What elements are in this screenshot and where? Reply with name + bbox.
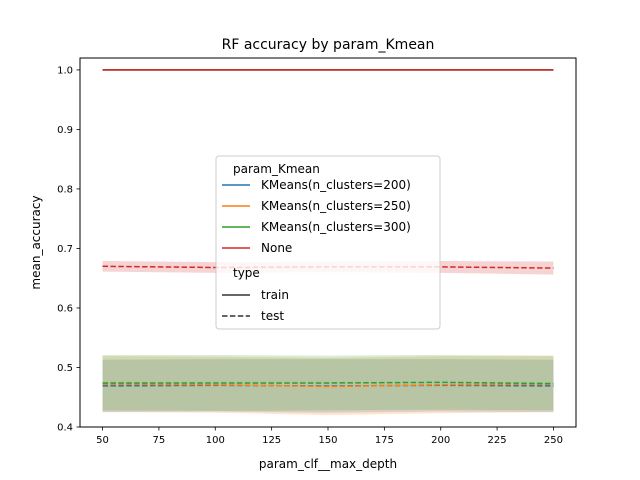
x-tick-label: 250 xyxy=(544,435,563,446)
x-tick-label: 200 xyxy=(431,435,450,446)
test-line-series-2 xyxy=(102,381,554,385)
legend-label-train: train xyxy=(261,288,289,302)
y-axis: 0.4 0.5 0.6 0.7 0.8 0.9 1.0 xyxy=(57,66,80,434)
legend-label-series-0: KMeans(n_clusters=200) xyxy=(261,178,411,192)
legend-frame xyxy=(215,155,441,330)
x-tick-label: 175 xyxy=(375,435,394,446)
chart-title: RF accuracy by param_Kmean xyxy=(222,37,435,53)
legend-items: KMeans(n_clusters=200) KMeans(n_clusters=… xyxy=(222,178,411,323)
x-tick-label: 75 xyxy=(153,435,166,446)
test-line-series-1 xyxy=(102,383,554,388)
x-tick-label: 150 xyxy=(318,435,337,446)
legend-style-title: type xyxy=(233,266,260,280)
legend-label-series-1: KMeans(n_clusters=250) xyxy=(261,199,411,213)
legend-label-test: test xyxy=(261,309,284,323)
legend: param_Kmean type KMeans(n_clusters=200)K… xyxy=(215,155,441,330)
x-tick-label: 100 xyxy=(206,435,225,446)
y-tick-label: 0.9 xyxy=(57,125,73,136)
x-tick-label: 125 xyxy=(262,435,281,446)
x-axis-label: param_clf__max_depth xyxy=(259,457,397,471)
y-axis-label: mean_accuracy xyxy=(29,195,43,289)
y-tick-label: 0.5 xyxy=(57,363,73,374)
y-tick-label: 1.0 xyxy=(57,66,73,77)
y-tick-label: 0.6 xyxy=(57,304,73,315)
legend-hue-title: param_Kmean xyxy=(233,162,320,176)
x-tick-label: 225 xyxy=(488,435,507,446)
y-tick-label: 0.8 xyxy=(57,185,73,196)
legend-label-series-2: KMeans(n_clusters=300) xyxy=(261,220,411,234)
y-tick-label: 0.7 xyxy=(57,244,73,255)
x-axis: 50 75 100 125 150 175 200 225 250 xyxy=(96,427,563,446)
legend-label-series-3: None xyxy=(261,241,292,255)
x-tick-label: 50 xyxy=(96,435,109,446)
y-tick-label: 0.4 xyxy=(57,423,73,434)
